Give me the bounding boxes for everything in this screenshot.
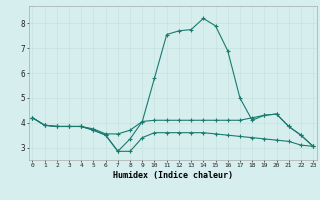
X-axis label: Humidex (Indice chaleur): Humidex (Indice chaleur) (113, 171, 233, 180)
